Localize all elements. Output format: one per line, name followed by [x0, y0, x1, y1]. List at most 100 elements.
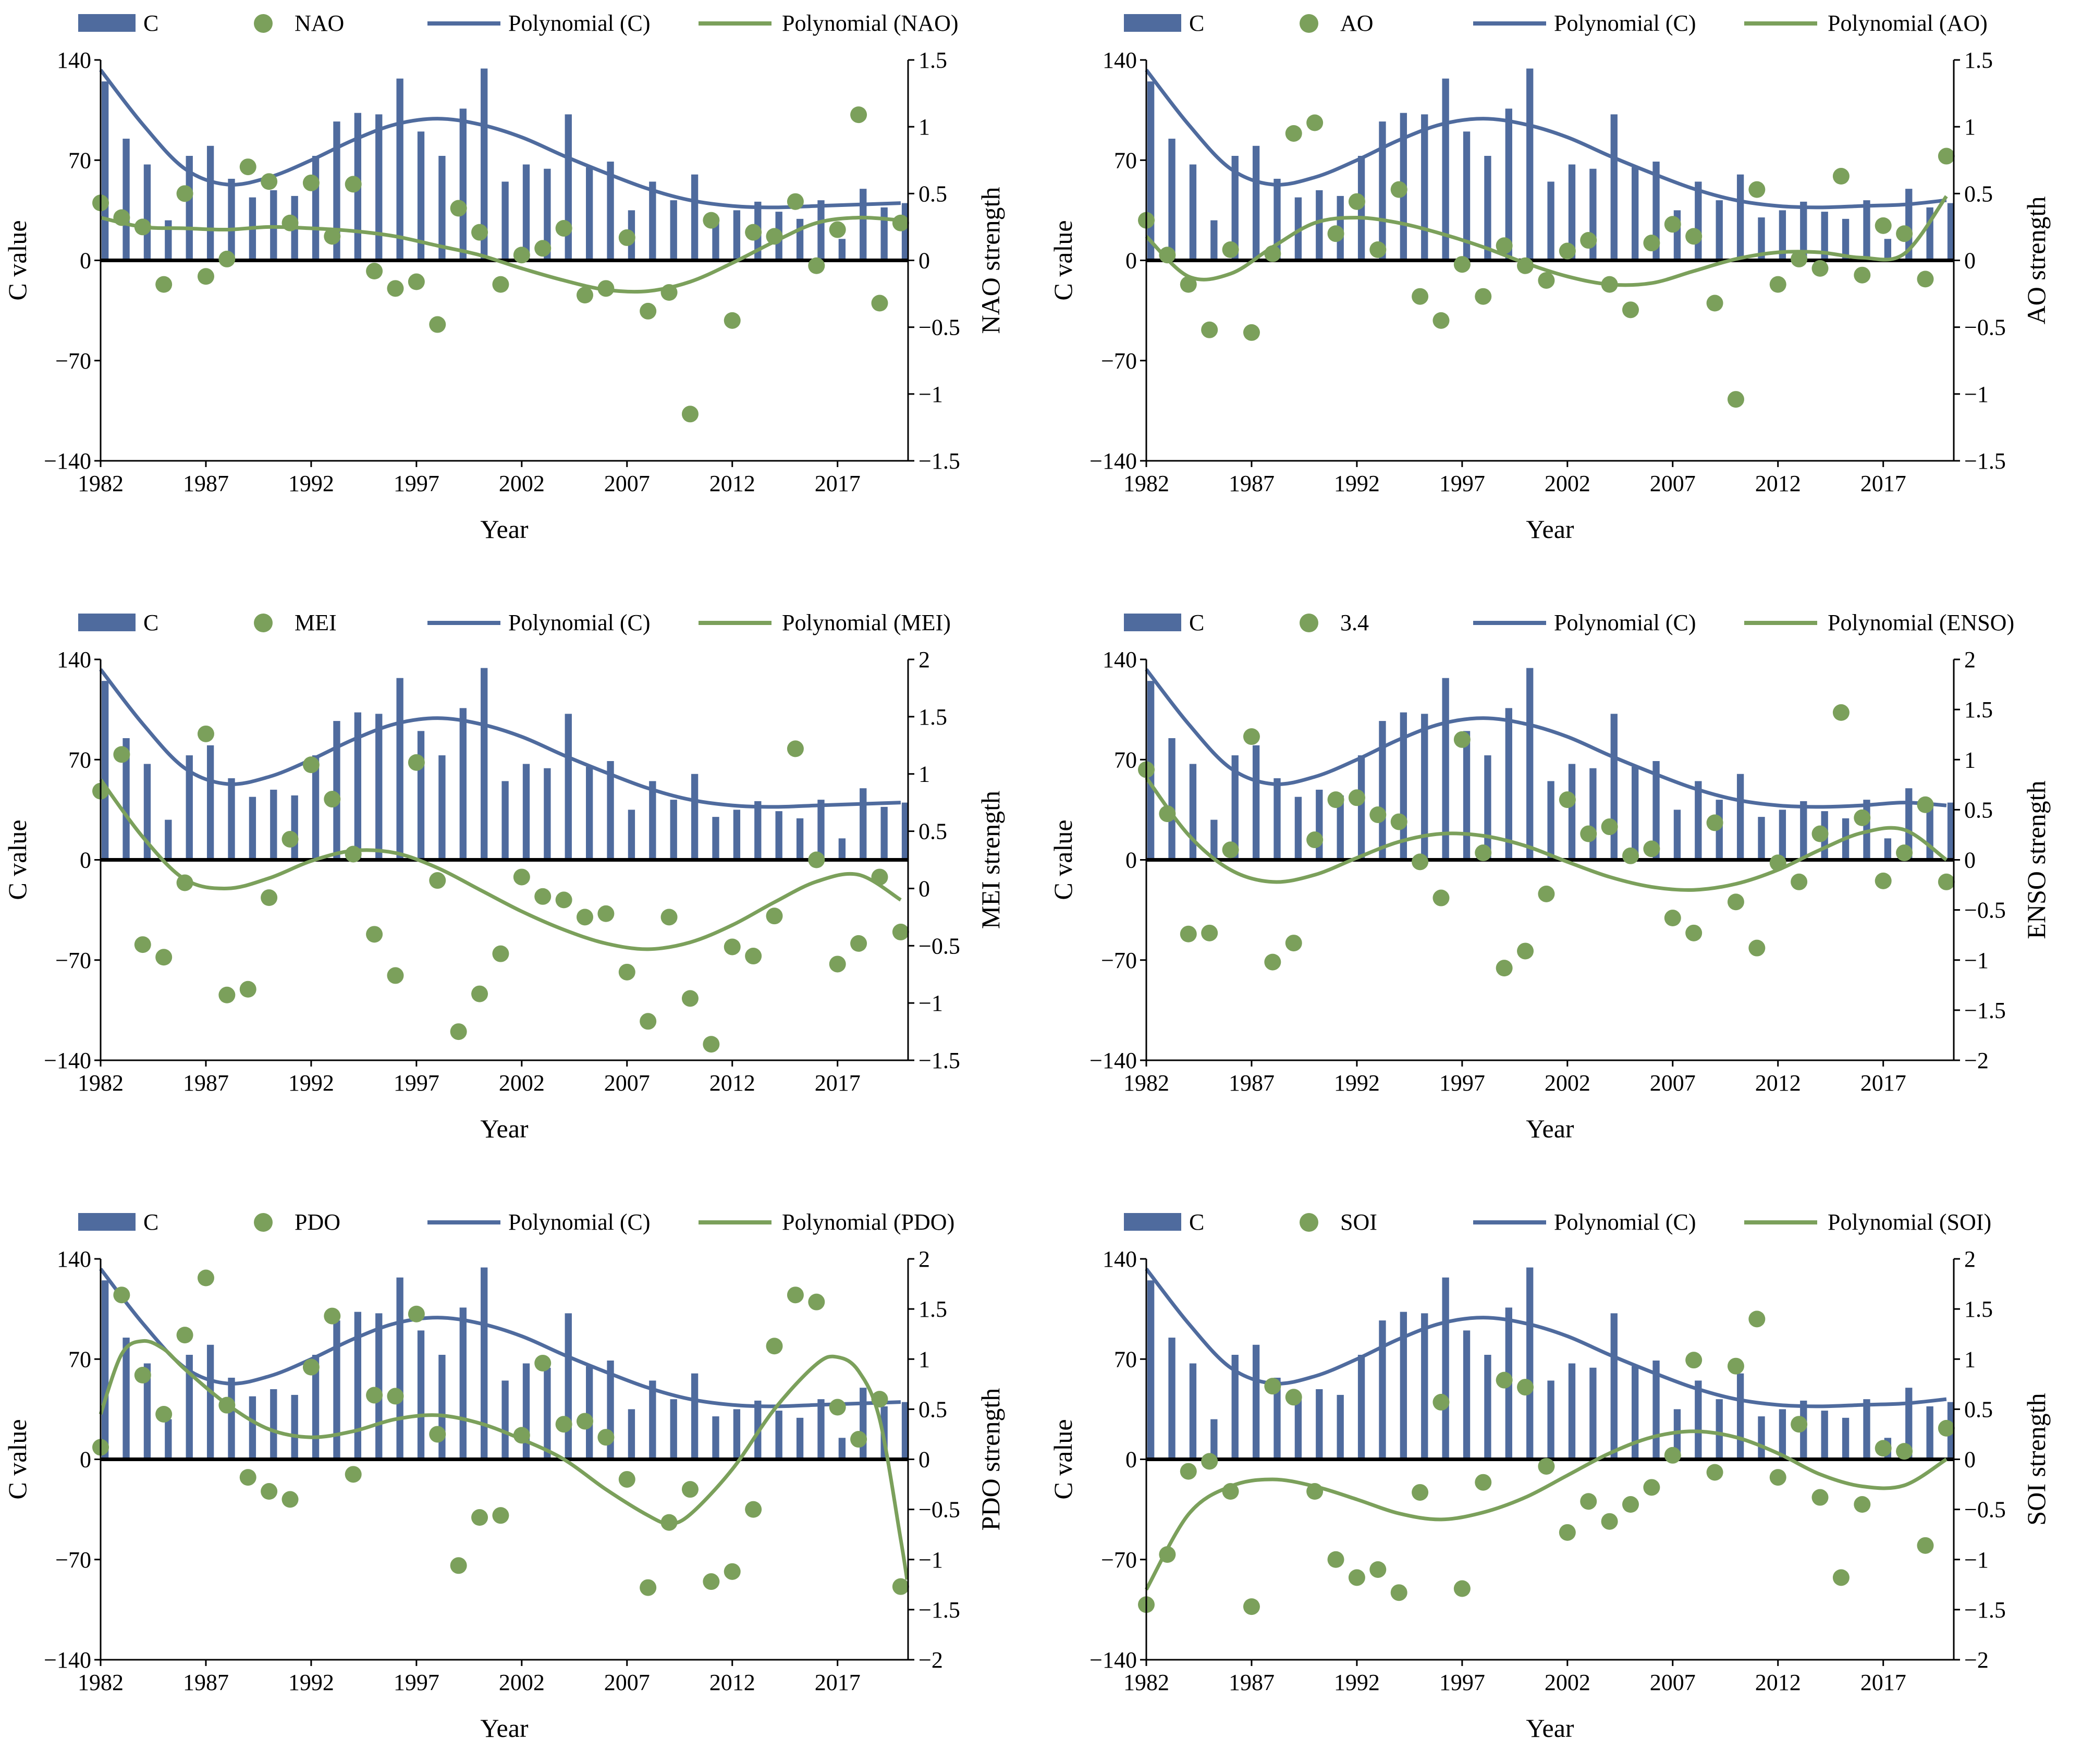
- c-value-bar: [123, 738, 130, 860]
- index-point: [829, 956, 846, 973]
- index-point: [1706, 814, 1723, 831]
- c-value-bar: [1526, 668, 1534, 860]
- index-point: [850, 935, 867, 952]
- c-value-bar: [186, 1355, 193, 1460]
- c-value-bar: [1484, 755, 1491, 860]
- y2-tick-label: −0.5: [919, 1497, 960, 1523]
- c-value-bar: [102, 81, 109, 261]
- y-tick-label: 70: [1114, 148, 1137, 173]
- c-value-bar: [1400, 712, 1407, 860]
- x-tick-label: 2012: [709, 471, 755, 496]
- y2-axis-title: PDO strength: [976, 1388, 1005, 1531]
- index-point: [681, 1481, 699, 1498]
- index-point: [1854, 1496, 1871, 1513]
- c-value-bar: [1736, 174, 1744, 261]
- x-tick-label: 2012: [1755, 1670, 1801, 1695]
- y2-tick-label: 1.5: [1964, 47, 1993, 73]
- c-value-bar: [1210, 1419, 1218, 1460]
- index-point: [1517, 942, 1534, 960]
- c-value-bar: [1273, 1377, 1281, 1460]
- index-point: [555, 891, 572, 909]
- c-value-bar: [585, 167, 593, 261]
- c-value-bar: [1210, 819, 1218, 860]
- y2-tick-label: 1.5: [919, 1296, 947, 1322]
- index-point: [218, 986, 236, 1003]
- index-point: [1748, 181, 1766, 198]
- index-point: [640, 302, 657, 320]
- legend-label-poly-index: Polynomial (SOI): [1828, 1209, 1991, 1235]
- c-value-bar: [1231, 755, 1239, 860]
- index-point: [492, 945, 509, 962]
- index-point: [1201, 1453, 1218, 1470]
- index-point: [113, 209, 130, 226]
- c-value-bar: [1800, 801, 1807, 860]
- x-tick-label: 2002: [1545, 1070, 1590, 1096]
- index-point: [1369, 806, 1387, 823]
- c-value-bar: [796, 218, 804, 261]
- y2-tick-label: 0: [919, 1447, 930, 1473]
- index-point: [324, 228, 341, 245]
- index-point: [1706, 1464, 1723, 1481]
- x-tick-label: 2007: [604, 471, 650, 496]
- index-point: [113, 1287, 130, 1304]
- index-point: [1285, 935, 1302, 952]
- c-value-bar: [1779, 210, 1786, 261]
- y2-tick-label: 0.5: [919, 181, 947, 206]
- c-value-bar: [1631, 1366, 1639, 1460]
- c-value-bar: [901, 1402, 909, 1460]
- y-tick-label: 140: [57, 1246, 91, 1272]
- c-value-bar: [501, 181, 509, 261]
- c-value-bar: [860, 788, 867, 860]
- c-value-bar: [1589, 768, 1597, 860]
- x-tick-label: 1982: [78, 1670, 124, 1695]
- c-value-bar: [585, 766, 593, 860]
- index-point: [1601, 276, 1618, 293]
- polynomial-c-line: [99, 668, 901, 809]
- y2-tick-label: −1.5: [919, 448, 960, 474]
- legend-bar-swatch: [1124, 1213, 1181, 1231]
- index-point: [1559, 242, 1576, 260]
- x-tick-label: 1987: [1229, 1070, 1275, 1096]
- index-point: [239, 981, 256, 998]
- y-tick-label: −140: [1089, 1647, 1137, 1673]
- index-point: [1622, 301, 1639, 318]
- c-value-bar: [1505, 108, 1512, 261]
- x-tick-label: 2002: [1545, 471, 1590, 496]
- c-value-bar: [670, 200, 677, 261]
- c-value-bar: [459, 708, 467, 860]
- index-point: [1348, 193, 1365, 210]
- index-point: [808, 1293, 825, 1310]
- c-value-bar: [1526, 68, 1534, 261]
- c-value-bar: [1463, 131, 1471, 261]
- legend-label-c: C: [143, 610, 158, 635]
- y2-tick-label: −2: [1964, 1647, 1989, 1673]
- x-tick-label: 2017: [815, 1070, 861, 1096]
- chart-panel-soi: 140 70 0 −70 −140 2 1.5 1 0.5 0 −0.5 −1 −1.5 −2 1982 19…: [1048, 1209, 2051, 1743]
- index-point: [1685, 228, 1703, 245]
- c-value-bar: [1421, 114, 1428, 261]
- index-point: [1243, 1598, 1260, 1615]
- y-tick-label: −140: [44, 1647, 91, 1673]
- c-value-bar: [1842, 1417, 1850, 1460]
- c-value-bar: [375, 714, 383, 860]
- c-value-bar: [1357, 755, 1365, 860]
- c-value-bar: [1231, 156, 1239, 261]
- y-tick-label: 140: [1103, 47, 1137, 73]
- y-tick-label: −70: [55, 1547, 91, 1573]
- c-value-bar: [1863, 1399, 1870, 1460]
- c-value-bar: [607, 761, 614, 860]
- index-point: [134, 1367, 151, 1384]
- index-point: [281, 1491, 299, 1508]
- index-point: [239, 1469, 256, 1486]
- index-point: [1496, 1371, 1513, 1389]
- x-tick-label: 2002: [1545, 1670, 1590, 1695]
- x-tick-label: 1992: [1334, 1670, 1380, 1695]
- x-tick-label: 1992: [1334, 1070, 1380, 1096]
- y2-tick-label: 1: [919, 762, 930, 787]
- c-value-bar: [628, 1409, 635, 1460]
- y2-tick-label: −1: [919, 382, 943, 407]
- index-point: [1791, 873, 1808, 890]
- c-value-bar: [1252, 745, 1260, 860]
- c-value-bar: [565, 714, 572, 860]
- c-value-bar: [1210, 220, 1218, 261]
